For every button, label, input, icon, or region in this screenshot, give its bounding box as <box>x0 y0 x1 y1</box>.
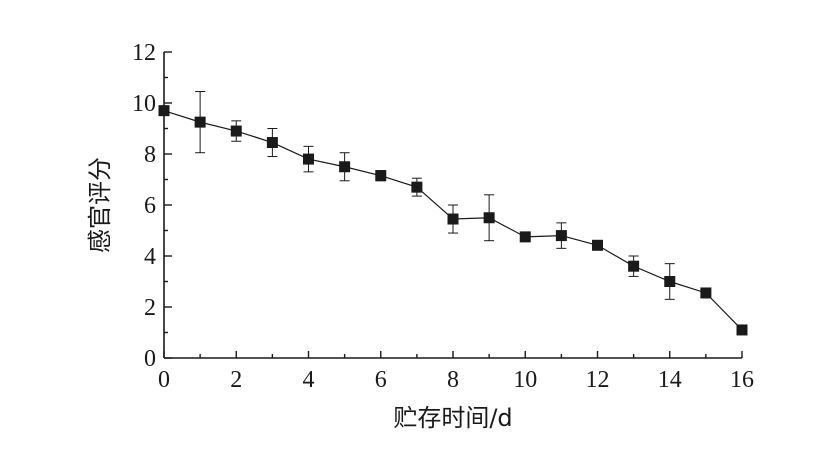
data-point <box>664 276 676 287</box>
y-ticks: 0 2 4 6 8 10 12 <box>132 40 172 372</box>
series <box>158 91 748 336</box>
data-point <box>266 137 278 149</box>
x-tick-label: 10 <box>513 367 537 393</box>
data-point <box>375 170 387 182</box>
y-tick-label: 12 <box>132 40 156 66</box>
data-point <box>483 212 495 224</box>
data-point <box>628 260 640 272</box>
data-point <box>303 153 314 165</box>
data-point <box>447 213 459 225</box>
data-point <box>736 324 748 336</box>
data-point <box>194 116 206 128</box>
x-tick-label: 0 <box>158 367 170 393</box>
x-tick-label: 4 <box>303 367 315 393</box>
data-point <box>158 105 170 117</box>
y-tick-label: 8 <box>144 142 156 168</box>
data-point <box>700 287 712 299</box>
data-point <box>411 181 423 193</box>
data-point <box>519 231 531 243</box>
x-tick-label: 12 <box>586 367 610 393</box>
x-tick-label: 2 <box>230 367 242 393</box>
data-point <box>339 161 351 173</box>
y-tick-label: 6 <box>144 193 156 219</box>
data-point <box>230 125 242 137</box>
x-tick-label: 8 <box>447 367 459 393</box>
data-point <box>555 230 567 242</box>
x-tick-label: 16 <box>730 367 754 393</box>
x-axis-title: 贮存时间/d <box>393 404 512 432</box>
y-tick-label: 4 <box>144 244 156 270</box>
x-tick-label: 6 <box>375 367 387 393</box>
y-tick-label: 2 <box>144 295 156 321</box>
x-ticks: 0 2 4 6 8 10 12 14 16 <box>158 351 754 393</box>
y-tick-label: 10 <box>132 91 156 117</box>
y-tick-label: 0 <box>144 346 156 372</box>
x-tick-label: 14 <box>658 367 682 393</box>
y-axis-title: 感官评分 <box>86 157 114 253</box>
data-point <box>592 239 603 251</box>
